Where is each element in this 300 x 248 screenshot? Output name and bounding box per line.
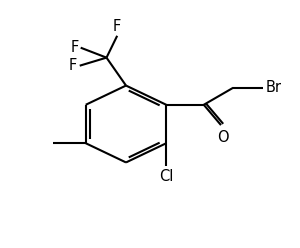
- Text: F: F: [113, 19, 121, 34]
- Text: F: F: [69, 58, 77, 73]
- Text: F: F: [71, 40, 79, 55]
- Text: Cl: Cl: [159, 169, 173, 184]
- Text: Br: Br: [266, 80, 282, 95]
- Text: O: O: [217, 129, 228, 145]
